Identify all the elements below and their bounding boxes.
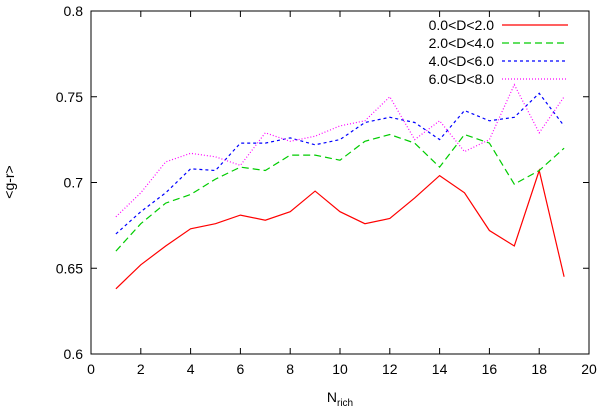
- legend-label: 0.0<D<2.0: [429, 17, 495, 33]
- y-tick-label: 0.8: [64, 3, 84, 19]
- x-axis-label: Nrich: [327, 389, 353, 409]
- x-tick-label: 16: [482, 361, 498, 377]
- x-tick-label: 6: [237, 361, 245, 377]
- plot-frame: [90, 10, 590, 355]
- legend-label: 4.0<D<6.0: [429, 53, 495, 69]
- x-tick-label: 2: [137, 361, 145, 377]
- legend-label: 2.0<D<4.0: [429, 35, 495, 51]
- y-tick-label: 0.6: [64, 346, 84, 362]
- y-axis-label: <g-r>: [1, 165, 17, 198]
- series-line-3: [115, 92, 565, 235]
- x-tick-label: 18: [531, 361, 547, 377]
- y-tick-label: 0.75: [56, 89, 83, 105]
- y-tick-label: 0.65: [56, 260, 83, 276]
- x-tick-label: 20: [581, 361, 597, 377]
- y-tick-label: 0.7: [64, 175, 84, 191]
- x-tick-label: 14: [432, 361, 448, 377]
- x-tick-label: 12: [382, 361, 398, 377]
- legend-label: 6.0<D<8.0: [429, 71, 495, 87]
- x-tick-label: 10: [332, 361, 348, 377]
- x-tick-label: 0: [87, 361, 95, 377]
- x-tick-label: 4: [187, 361, 195, 377]
- legend: 0.0<D<2.0 2.0<D<4.0 4.0<D<6.0 6.0<D<8.0: [429, 17, 568, 87]
- series-line-4: [115, 83, 565, 218]
- series-line-1: [115, 168, 565, 290]
- series-line-2: [115, 133, 565, 252]
- x-tick-label: 8: [286, 361, 294, 377]
